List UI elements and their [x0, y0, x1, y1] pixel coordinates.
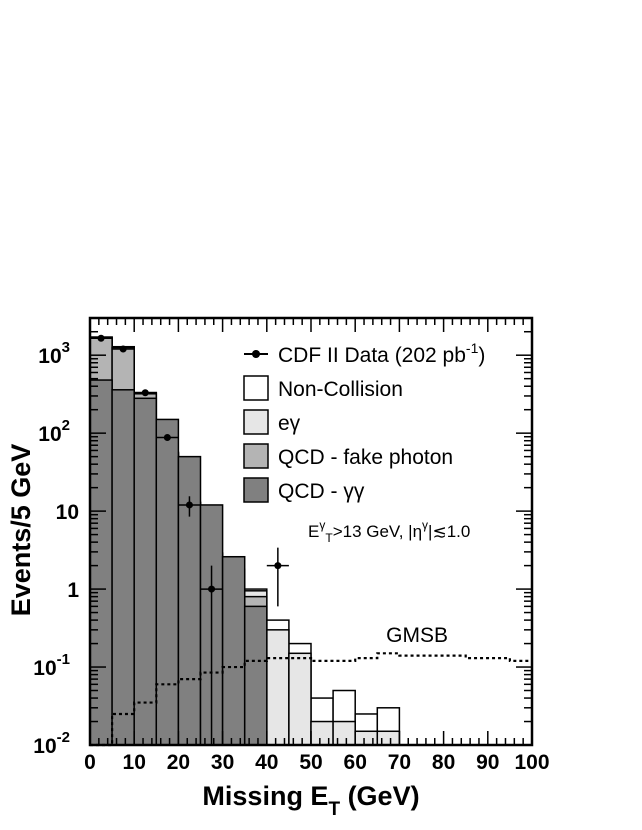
legend-swatch-egamma: [243, 409, 269, 435]
y-tick-label-1: 1: [67, 579, 79, 602]
legend-swatch-noncoll: [243, 375, 269, 401]
y-tick-label-100: 102: [38, 417, 70, 446]
data-point-4: [185, 501, 193, 509]
x-tick-label-50: 50: [299, 751, 322, 774]
x-tick-label-100: 100: [514, 751, 549, 774]
data-point-0: [97, 334, 105, 342]
data-point-2: [141, 389, 149, 397]
bar-egamma-bin-8: [266, 629, 290, 746]
x-tick-label-90: 90: [476, 751, 499, 774]
bar-egamma-bin-9: [288, 652, 312, 746]
x-tick-label-80: 80: [432, 751, 455, 774]
legend-swatch-qcd_gg: [243, 477, 269, 503]
x-tick-label-30: 30: [211, 751, 234, 774]
x-tick-label-60: 60: [344, 751, 367, 774]
data-point-1: [119, 345, 127, 353]
legend-swatch-fake: [243, 443, 269, 469]
x-tick-label-10: 10: [123, 751, 146, 774]
legend-label-noncoll: Non-Collision: [278, 378, 403, 401]
y-axis-title: Events/5 GeV: [6, 444, 36, 617]
x-tick-label-0: 0: [84, 751, 96, 774]
bar-qcd_gg-bin-3: [155, 418, 180, 746]
x-axis-title: Missing ET (GeV): [202, 781, 419, 820]
plot-area: GMSB: [89, 334, 532, 747]
gmsb-curve: [90, 652, 532, 747]
y-tick-label-0.01: 10-2: [33, 729, 70, 758]
data-point-5: [208, 585, 216, 593]
bar-egamma-bin-11: [332, 720, 356, 746]
y-tick-label-1000: 103: [38, 339, 70, 368]
legend-label-egamma: eγ: [278, 412, 301, 435]
legend-data-marker: [252, 350, 260, 358]
y-tick-label-0.1: 10-1: [33, 651, 70, 680]
legend: CDF II Data (202 pb-1) Non-Collision eγ QCD…: [243, 340, 485, 545]
x-tick-label-70: 70: [388, 751, 411, 774]
data-point-3: [163, 433, 171, 441]
x-tick-label-20: 20: [167, 751, 190, 774]
bar-egamma-bin-10: [310, 720, 334, 746]
y-tick-label-10: 10: [56, 501, 79, 524]
bar-egamma-bin-13: [376, 730, 401, 746]
axes: 0 10 20 30 40 50 60 70 80 90 100 10-2 10-1 1 10 102 103 M…: [6, 316, 550, 820]
data-point-6: [274, 562, 282, 570]
legend-label-qcd_gg: QCD - γγ: [278, 480, 365, 503]
legend-label-data: CDF II Data (202 pb-1): [278, 340, 485, 367]
bar-qcd_gg-bin-1: [111, 389, 135, 746]
bar-qcd_gg-bin-7: [243, 605, 268, 746]
bar-qcd_gg-bin-2: [133, 397, 158, 746]
selection-annotation: EγT>13 GeV, |ηγ|≲1.0: [308, 518, 470, 545]
bar-qcd_gg-bin-6: [221, 555, 246, 746]
bar-egamma-bin-12: [354, 730, 379, 746]
legend-label-fake: QCD - fake photon: [278, 446, 453, 469]
x-tick-label-40: 40: [255, 751, 278, 774]
gmsb-label: GMSB: [386, 624, 448, 647]
